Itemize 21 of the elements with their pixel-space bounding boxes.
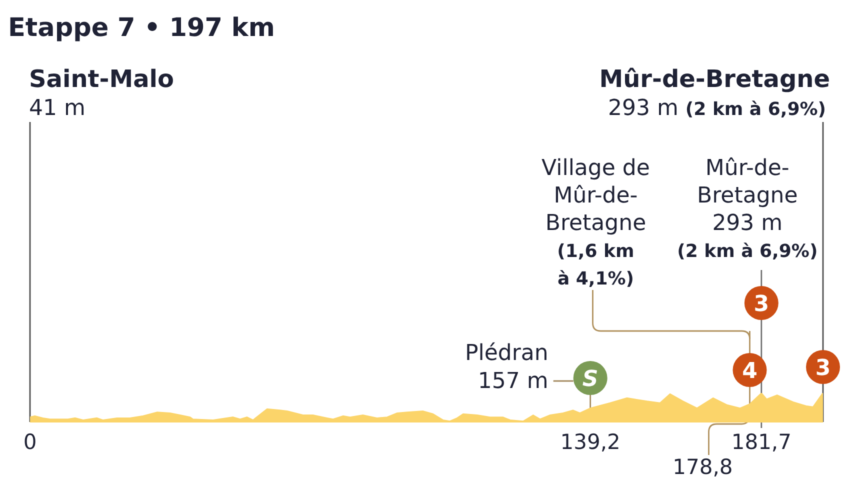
- text: 3: [815, 356, 831, 381]
- text: Saint-Malo: [29, 65, 174, 93]
- text: (2 km à 6,9%): [677, 241, 818, 262]
- text: 293 m: [608, 96, 678, 121]
- text: (2 km à 6,9%): [685, 99, 826, 120]
- text: Village de Mûr-de-Bretagne: [542, 156, 650, 236]
- text: Mûr-de-Bretagne: [599, 65, 830, 93]
- text: Plédran: [464, 341, 548, 366]
- x-tick-label: 181,7: [731, 430, 792, 454]
- text: 178,8: [672, 455, 733, 479]
- text: 4: [742, 359, 758, 384]
- annotation: 157 m: [478, 369, 548, 394]
- text: Mûr-de-Bretagne: [697, 156, 798, 208]
- text: 293 m: [712, 211, 783, 236]
- text: S: [582, 367, 598, 392]
- text: 3: [754, 292, 770, 317]
- x-tick-label: 139,2: [560, 430, 620, 454]
- chart-title: Etappe 7 • 197 km: [8, 13, 275, 43]
- text: 41 m: [29, 96, 86, 121]
- text: (1,6 km à 4,1%): [557, 241, 634, 290]
- x-tick-label: 0: [23, 430, 37, 454]
